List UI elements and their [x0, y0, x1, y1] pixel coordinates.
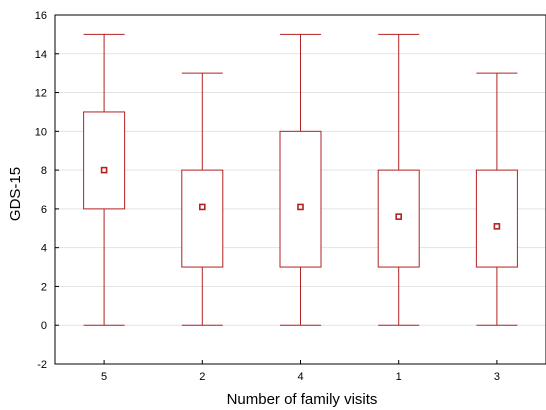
x-axis-title: Number of family visits [227, 391, 378, 408]
median-marker [100, 166, 108, 174]
y-tick-label: 12 [35, 88, 47, 100]
y-tick-label: 16 [35, 10, 47, 22]
median-marker [199, 203, 206, 211]
y-tick-label: 4 [41, 243, 47, 255]
y-tick-label: 2 [41, 281, 47, 293]
median-marker [493, 223, 501, 230]
y-tick-label: 0 [41, 320, 47, 332]
box-group [279, 33, 322, 326]
y-tick-label: 14 [35, 49, 47, 61]
box-group [475, 72, 518, 326]
x-tick-label: 5 [101, 371, 107, 383]
y-tick-label: -2 [37, 359, 47, 371]
y-axis-title: GDS-15 [7, 167, 24, 221]
box-group [181, 72, 224, 326]
x-tick-label: 4 [297, 371, 303, 383]
box-group [83, 33, 126, 326]
y-tick-label: 10 [35, 126, 47, 138]
median-marker [297, 203, 304, 211]
iqr-box [279, 130, 322, 268]
axes: -2 0 2 4 6 8 10 12 14 16 5 2 4 1 3 [35, 10, 546, 383]
x-tick-label: 2 [199, 371, 205, 383]
y-tick-label: 8 [41, 165, 47, 177]
iqr-box [83, 111, 126, 210]
boxes [83, 33, 518, 326]
y-tick-label: 6 [41, 204, 47, 216]
iqr-box [181, 169, 224, 268]
x-tick-label: 3 [494, 371, 500, 383]
iqr-box [475, 169, 518, 268]
median-marker [395, 213, 403, 220]
box-group [377, 33, 420, 326]
x-tick-label: 1 [396, 371, 402, 383]
